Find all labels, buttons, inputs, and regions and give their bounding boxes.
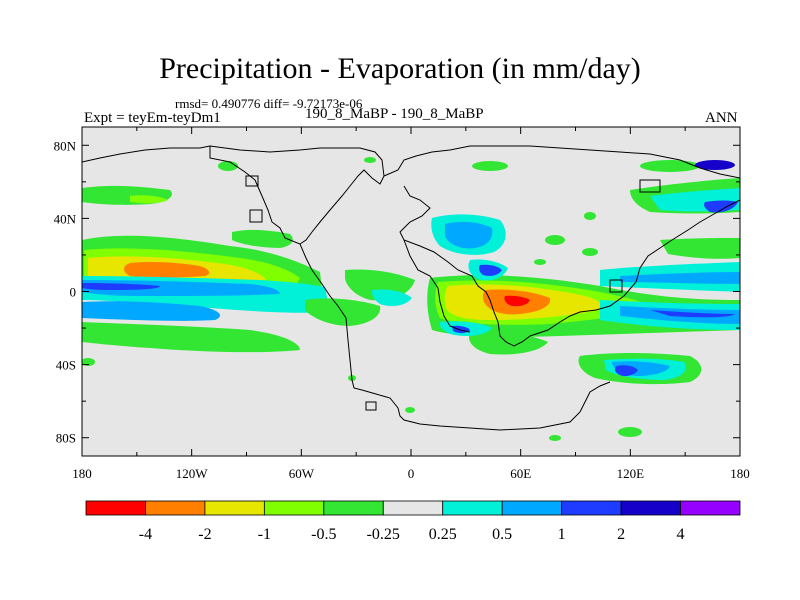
y-tick-label: 40N [54,211,77,226]
x-tick-label: 60E [510,466,531,481]
colorbar-box [620,500,681,516]
colorbar-box [680,500,741,516]
coastline-island [365,401,377,411]
y-tick-label: 40S [56,358,76,373]
field-patch [549,435,561,441]
colorbar-box [145,500,206,516]
coastline-island [639,179,661,193]
field-eur-blue [445,221,493,249]
field-spac-green [82,322,300,353]
field-patch [582,248,598,256]
season-label: ANN [705,110,738,126]
field-npac-orange [124,262,210,278]
coastline-africa [403,239,471,333]
coastline-north-america [209,145,385,245]
coastline-americas [82,145,611,431]
field-patch [472,161,508,171]
case-label: 190_8_MaBP - 190_8_MaBP [305,106,484,122]
x-tick-label: 180 [72,466,92,481]
colorbar-box [561,500,622,516]
coastline-eurasia [383,145,740,179]
axes: 180 120W 60W 0 60E 120E 180 80N 40N 0 40S 80S [54,127,750,481]
colorbar-box [85,500,146,516]
colorbar-label: -4 [139,526,152,543]
colorbar-box [263,500,325,516]
field-patch [218,161,238,171]
field-patch [82,358,95,366]
field-patch [405,407,415,413]
experiment-label: Expt = teyEm-teyDm1 [84,110,221,126]
field-eqpac-darkblue [82,283,160,290]
x-tick-label: 120W [176,466,209,481]
colorbar-label: 2 [617,526,625,543]
field-patch [640,160,700,172]
stats-text: rmsd= 0.490776 diff= -9.72173e-06 [175,96,363,111]
colorbar-label: -0.5 [311,526,336,543]
field-so-darkblue [614,365,638,377]
contour-fields [82,157,740,441]
field-wp-darkblue [650,310,735,318]
field-arctic-lightgreen [130,195,168,204]
field-nps-blue [704,200,738,213]
coastline-island [609,279,623,293]
colorbar-box [442,500,503,516]
x-tick-label: 60W [289,466,315,481]
coastline-asia-east [529,199,740,337]
colorbar-box [204,500,265,516]
coastline-island [245,175,259,187]
coastlines [82,145,740,431]
field-patch [618,427,642,437]
field-natl-green [232,229,293,248]
x-tick-label: 120E [617,466,645,481]
chart-title: Precipitation - Evaporation (in mm/day) [159,52,641,85]
colorbar-label: 0.25 [429,526,457,543]
coastline-island [249,209,263,223]
field-ep-blue [620,272,740,284]
x-tick-label: 180 [730,466,750,481]
field-spac-blue [82,301,220,321]
x-tick-label: 0 [408,466,415,481]
colorbar-box [501,500,563,516]
colorbar-label: 0.5 [492,526,512,543]
field-patch [695,160,735,170]
coastline-europe-asia [399,185,531,347]
field-io-red [504,295,530,307]
colorbar-box [323,500,384,516]
colorbar: -4 -2 -1 -0.5 -0.25 0.25 0.5 1 2 4 [85,500,741,543]
field-patch [584,212,596,220]
colorbar-label: -0.25 [367,526,400,543]
colorbar-label: 4 [677,526,685,543]
colorbar-label: -1 [258,526,271,543]
field-eqpac-blue [82,280,280,296]
field-satl-cyan [372,289,412,306]
y-tick-label: 80S [56,431,76,446]
field-patch [364,157,376,163]
y-tick-label: 0 [70,285,77,300]
field-nps2-green [660,238,740,259]
y-tick-label: 80N [54,138,77,153]
field-eur2-blue [479,264,502,276]
colorbar-label: 1 [558,526,566,543]
colorbar-box [382,500,444,516]
field-patch [545,235,565,245]
field-patch [534,259,546,265]
colorbar-label: -2 [198,526,211,543]
